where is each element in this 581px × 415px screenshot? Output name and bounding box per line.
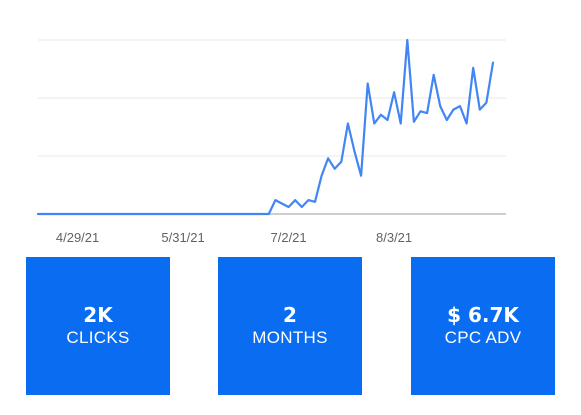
stat-card-months: 2 MONTHS <box>218 257 362 395</box>
stat-label-cpc-adv: CPC ADV <box>444 328 522 347</box>
x-tick-label: 8/3/21 <box>376 230 412 245</box>
x-tick-label: 7/2/21 <box>271 230 307 245</box>
x-tick-label: 4/29/21 <box>56 230 99 245</box>
stat-card-cpc-adv: $ 6.7K CPC ADV <box>411 257 555 395</box>
stat-card-clicks: 2K CLICKS <box>26 257 170 395</box>
stat-value-cpc-adv: $ 6.7K <box>447 303 519 327</box>
stat-label-months: MONTHS <box>252 328 328 347</box>
series-line <box>36 38 495 216</box>
stat-value-clicks: 2K <box>83 303 113 327</box>
stat-value-months: 2 <box>283 303 297 327</box>
stat-label-clicks: CLICKS <box>66 328 130 347</box>
line-chart: 4/29/21 5/31/21 7/2/21 8/3/21 <box>36 38 506 245</box>
x-tick-label: 5/31/21 <box>161 230 204 245</box>
